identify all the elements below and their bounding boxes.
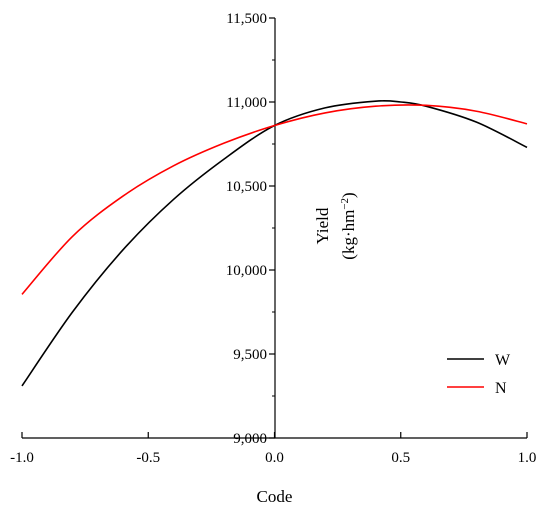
- y-tick-label: 9,500: [233, 347, 267, 363]
- legend-label-n: N: [495, 380, 507, 397]
- x-tick-label: 0.5: [391, 450, 410, 466]
- y-tick-label: 10,500: [226, 179, 267, 195]
- x-tick-label: -0.5: [136, 450, 160, 466]
- series-line-n: [21, 104, 528, 295]
- y-tick-label: 11,500: [226, 11, 267, 27]
- x-tick-label: -1.0: [10, 450, 34, 466]
- y-tick-label: 11,000: [226, 95, 267, 111]
- y-tick-label: 9,000: [233, 431, 267, 447]
- series-lines: [21, 99, 528, 387]
- y-axis-title: Yield: [313, 207, 332, 244]
- y-axis-unit-exponent: −2: [339, 198, 351, 210]
- x-tick-label: 1.0: [518, 450, 537, 466]
- x-tick-label: 0.0: [265, 450, 284, 466]
- legend: W N: [447, 352, 511, 397]
- x-ticks: -1.0 -0.5 0.0 0.5 1.0: [10, 432, 536, 466]
- x-axis-title: Code: [257, 487, 293, 506]
- y-axis-unit-prefix: (kg·hm: [339, 210, 358, 260]
- y-axis-unit: (kg·hm−2): [339, 192, 358, 259]
- y-axis-unit-suffix: ): [339, 192, 358, 198]
- y-tick-label: 10,000: [226, 263, 267, 279]
- y-ticks: 9,000 9,500 10,000 10,500 11,000 11,500: [226, 11, 275, 447]
- legend-label-w: W: [495, 352, 511, 369]
- series-line-w: [21, 99, 528, 387]
